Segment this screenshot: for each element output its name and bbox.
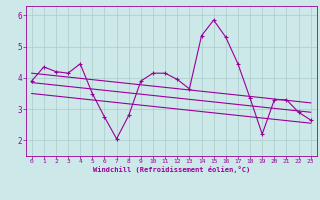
X-axis label: Windchill (Refroidissement éolien,°C): Windchill (Refroidissement éolien,°C) (92, 166, 250, 173)
